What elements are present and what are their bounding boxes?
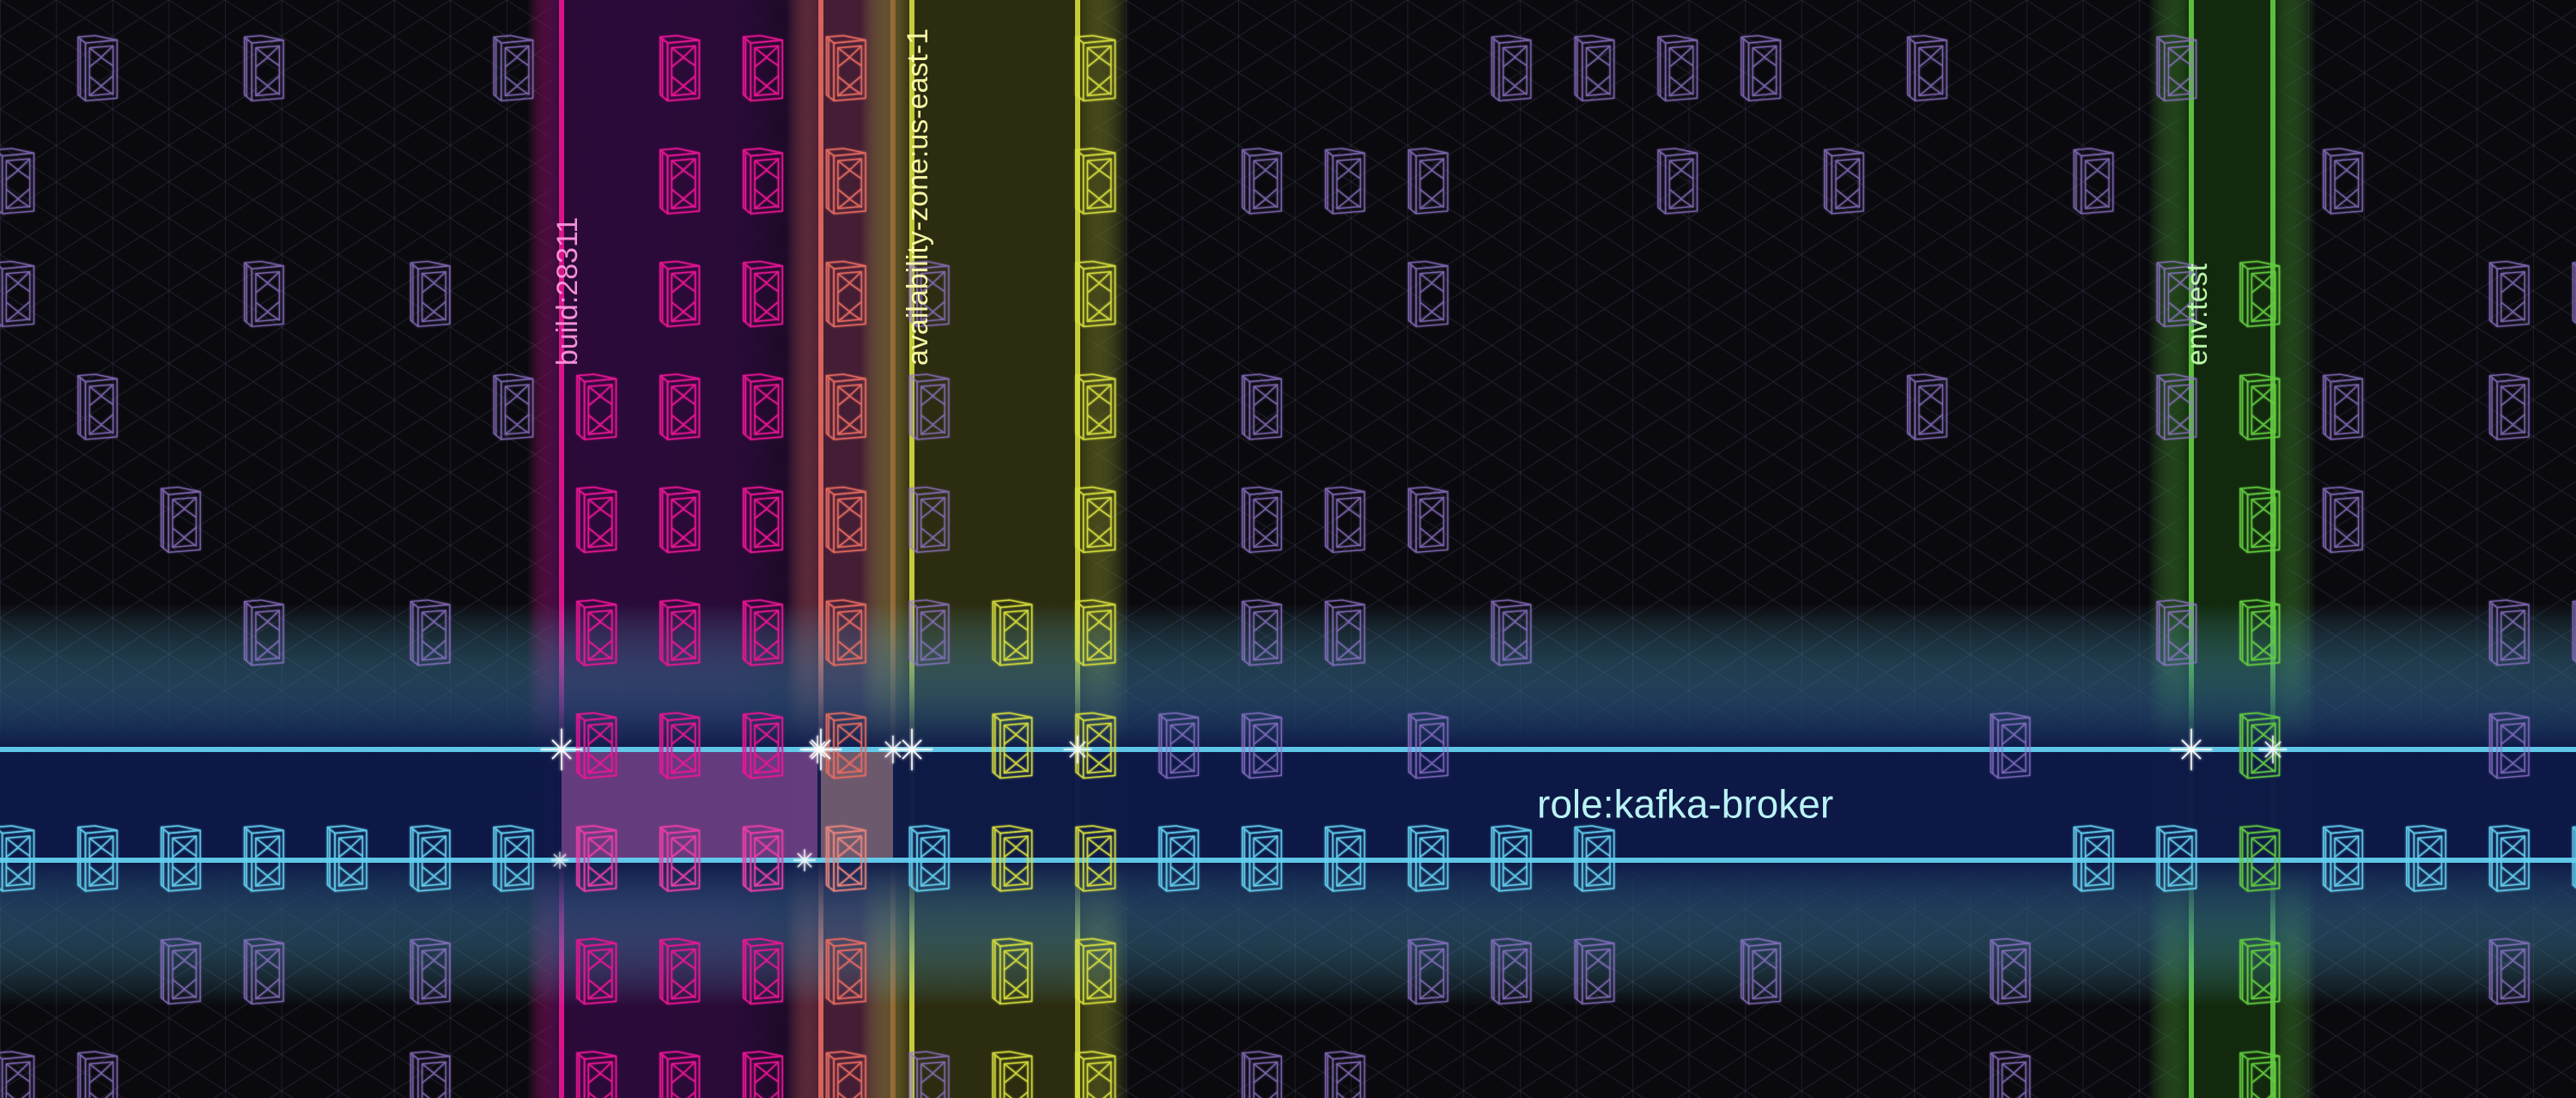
svg-text:role:kafka-broker: role:kafka-broker (1537, 782, 1833, 827)
svg-text:env:test: env:test (2181, 263, 2214, 366)
svg-text:build:28311: build:28311 (551, 217, 584, 366)
svg-text:availability-zone:us-east-1: availability-zone:us-east-1 (902, 28, 934, 366)
